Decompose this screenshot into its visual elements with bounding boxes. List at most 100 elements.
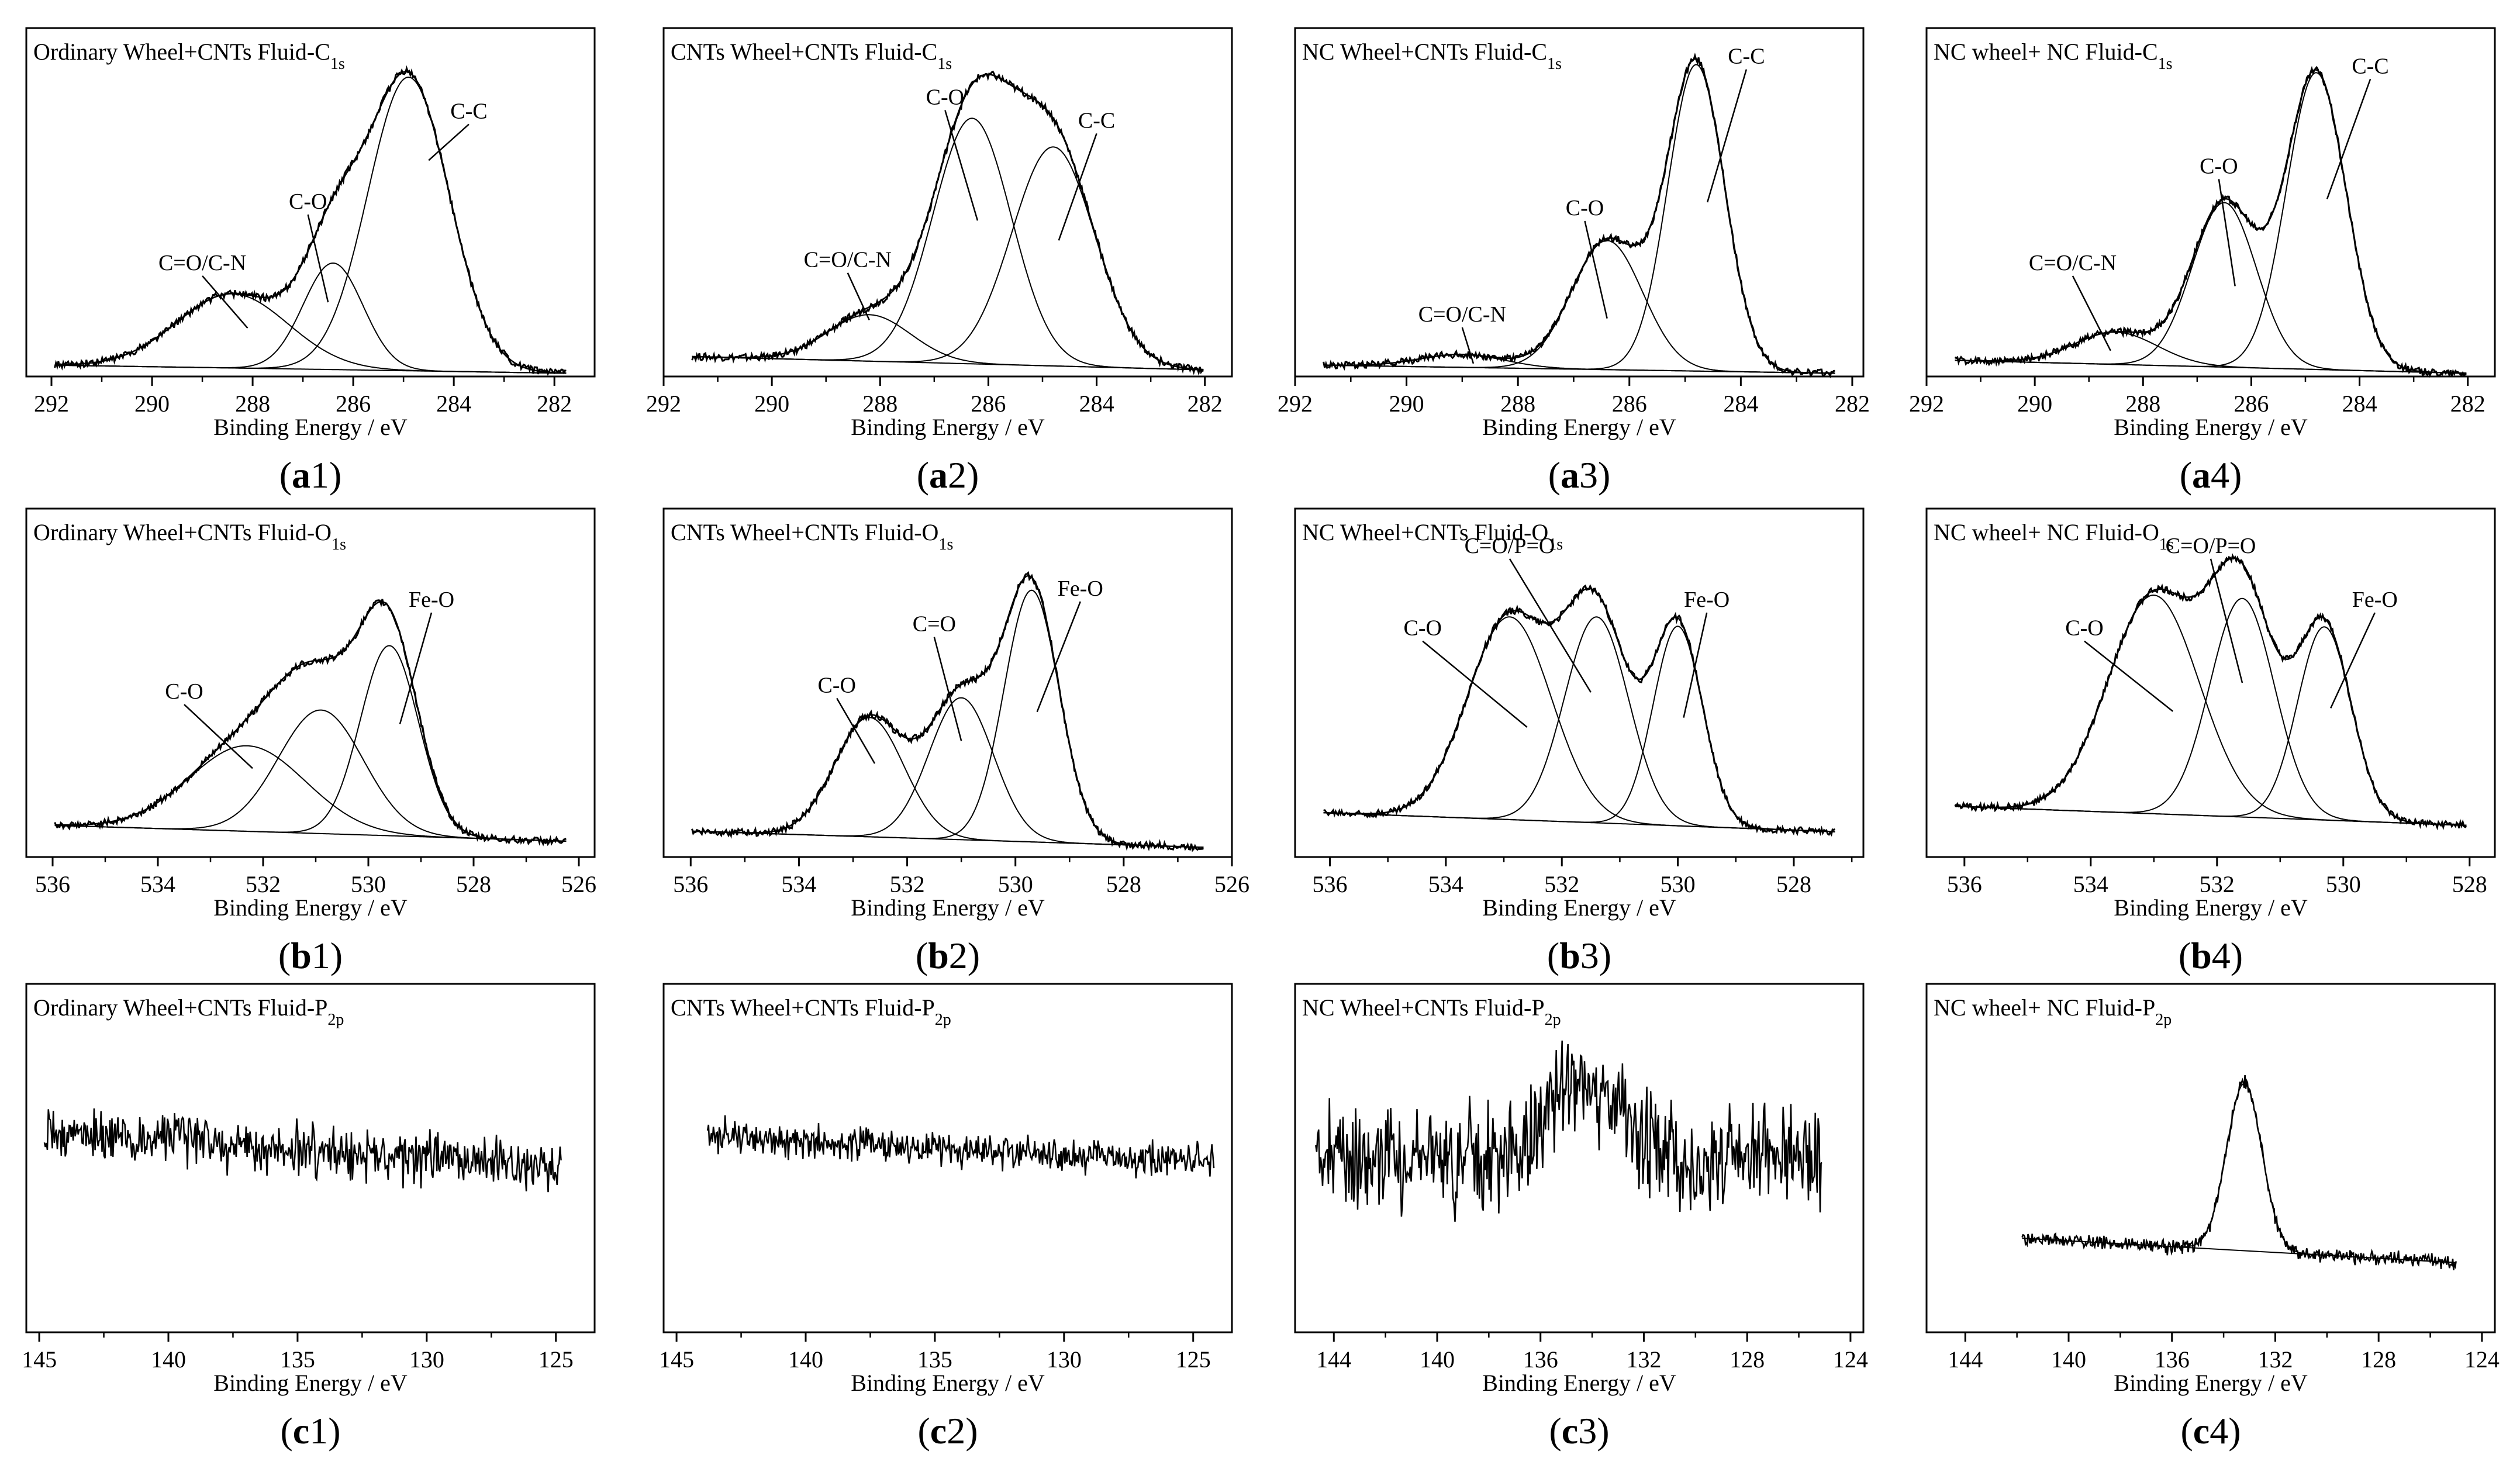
x-tick-label: 125 <box>1176 1346 1211 1373</box>
caption-paren-close: ) <box>968 935 980 976</box>
x-tick-label: 145 <box>659 1346 694 1373</box>
caption-number: 4 <box>2211 454 2229 496</box>
x-tick-label: 282 <box>1187 391 1223 417</box>
caption-paren-close: ) <box>1599 935 1611 976</box>
caption-paren-open: ( <box>1549 1410 1561 1452</box>
panel-title-subscript: 1s <box>1548 535 1563 554</box>
x-tick-label: 128 <box>2361 1346 2396 1373</box>
panel-title: NC Wheel+CNTs Fluid-O1s <box>1302 519 1563 554</box>
caption-number: 3 <box>1578 1410 1597 1452</box>
x-tick-label: 282 <box>2450 391 2486 417</box>
panel-title-subscript: 1s <box>938 535 953 554</box>
spectrum-data-line <box>1954 65 2467 378</box>
x-tick-label: 532 <box>1544 871 1579 897</box>
annotation-leader-line <box>307 214 329 303</box>
panel-title: NC Wheel+CNTs Fluid-C1s <box>1302 39 1562 73</box>
caption-number: 1 <box>310 454 329 496</box>
spectrum-data-line <box>54 599 567 846</box>
fit-component-peak <box>692 118 1204 371</box>
fit-component-peak <box>54 709 567 842</box>
x-tick-label: 532 <box>2200 871 2235 897</box>
annotation-leader-line <box>1706 69 1748 203</box>
peak-annotation: Fe-O <box>1684 588 1730 612</box>
peak-annotation: C=O/P=O <box>2166 534 2256 558</box>
panel-title-main: NC Wheel+CNTs Fluid-C <box>1302 39 1547 65</box>
x-axis-label: Binding Energy / eV <box>2114 1370 2308 1396</box>
x-tick-label: 532 <box>246 871 281 897</box>
fit-component-peak <box>1323 354 1835 374</box>
caption-number: 2 <box>947 1410 965 1452</box>
annotation-leader-line <box>1036 601 1081 713</box>
panel-c2: CNTs Wheel+CNTs Fluid-P2p 145 140 135 130 125… <box>659 983 1233 1452</box>
caption-paren-close: ) <box>2228 1410 2241 1452</box>
peak-annotation: C-O <box>165 679 203 704</box>
panel-title-subscript: 1s <box>937 55 952 73</box>
panel-title-main: CNTs Wheel+CNTs Fluid-C <box>671 39 937 65</box>
x-axis-label: Binding Energy / eV <box>851 1370 1045 1396</box>
fit-component-peak <box>1323 616 1835 832</box>
x-tick-label: 530 <box>351 871 386 897</box>
caption-paren-close: ) <box>1597 1410 1609 1452</box>
x-tick-label: 124 <box>2464 1346 2500 1373</box>
plot-frame <box>662 27 1233 378</box>
x-axis-label: Binding Energy / eV <box>851 894 1045 921</box>
caption-paren-close: ) <box>2229 454 2242 496</box>
panel-title-subscript: 1s <box>330 55 345 73</box>
x-tick-label: 132 <box>2257 1346 2293 1373</box>
x-tick-label: 286 <box>971 391 1006 417</box>
panel-title: NC wheel+ NC Fluid-C1s <box>1934 39 2173 73</box>
x-axis-label: Binding Energy / eV <box>851 414 1045 440</box>
panel-b2: CNTs Wheel+CNTs Fluid-O1s 536 534 532 530 528… <box>662 507 1249 976</box>
x-axis-label: Binding Energy / eV <box>213 894 408 921</box>
panel-title-subscript: 2p <box>935 1011 951 1029</box>
annotation-leader-line <box>2210 558 2243 683</box>
peak-annotation: C-O <box>289 189 327 214</box>
x-tick-label: 528 <box>1776 871 1811 897</box>
panel-caption: (c2) <box>917 1410 978 1452</box>
panel-title-main: NC Wheel+CNTs Fluid-O <box>1302 519 1548 545</box>
caption-paren-close: ) <box>965 1410 978 1452</box>
annotation-leader-line <box>184 704 253 769</box>
spectrum-data-line <box>1315 1040 1822 1222</box>
x-tick-label: 284 <box>2342 391 2377 417</box>
panel-title-main: NC wheel+ NC Fluid-P <box>1934 994 2155 1021</box>
plot-frame <box>25 983 596 1333</box>
fit-component-peak <box>1955 597 2467 826</box>
plot-frame <box>1294 507 1865 858</box>
caption-number: 3 <box>1579 454 1598 496</box>
panel-title: Ordinary Wheel+CNTs Fluid-C1s <box>33 39 345 73</box>
spectrum-data-line <box>706 1115 1215 1179</box>
annotation-leader-line <box>1508 558 1592 693</box>
panel-title: NC wheel+ NC Fluid-O1s <box>1934 519 2174 554</box>
caption-letter: b <box>1559 935 1580 976</box>
annotation-leader-line <box>428 123 470 161</box>
plot-frame <box>1925 983 2496 1333</box>
annotation-leader-line <box>2084 640 2173 712</box>
x-tick-label: 288 <box>235 391 270 417</box>
x-tick-label: 534 <box>2073 871 2108 897</box>
caption-paren-close: ) <box>328 1410 340 1452</box>
caption-letter: c <box>293 1410 309 1452</box>
caption-letter: b <box>291 935 312 976</box>
fit-component-peak <box>2022 1083 2456 1263</box>
annotation-leader-line <box>2330 612 2376 709</box>
panel-a1: Ordinary Wheel+CNTs Fluid-C1s 292 290 288 28… <box>25 27 596 496</box>
caption-letter: c <box>2193 1410 2210 1452</box>
x-tick-label: 132 <box>1626 1346 1661 1373</box>
panel-title: Ordinary Wheel+CNTs Fluid-P2p <box>33 994 344 1029</box>
caption-number: 3 <box>1580 935 1599 976</box>
x-tick-label: 526 <box>1214 871 1249 897</box>
x-tick-label: 128 <box>1730 1346 1765 1373</box>
caption-letter: a <box>292 454 310 496</box>
panel-title-main: Ordinary Wheel+CNTs Fluid-P <box>33 994 327 1021</box>
peak-annotation: Fe-O <box>1058 576 1103 601</box>
caption-paren-open: ( <box>1547 935 1559 976</box>
x-tick-label: 145 <box>22 1346 57 1373</box>
x-tick-label: 136 <box>1523 1346 1558 1373</box>
x-tick-label: 135 <box>917 1346 952 1373</box>
panel-caption: (a4) <box>2180 454 2242 496</box>
x-axis-label: Binding Energy / eV <box>213 414 408 440</box>
panel-title-subscript: 1s <box>332 535 346 554</box>
caption-paren-close: ) <box>329 454 341 496</box>
x-tick-label: 284 <box>436 391 471 417</box>
